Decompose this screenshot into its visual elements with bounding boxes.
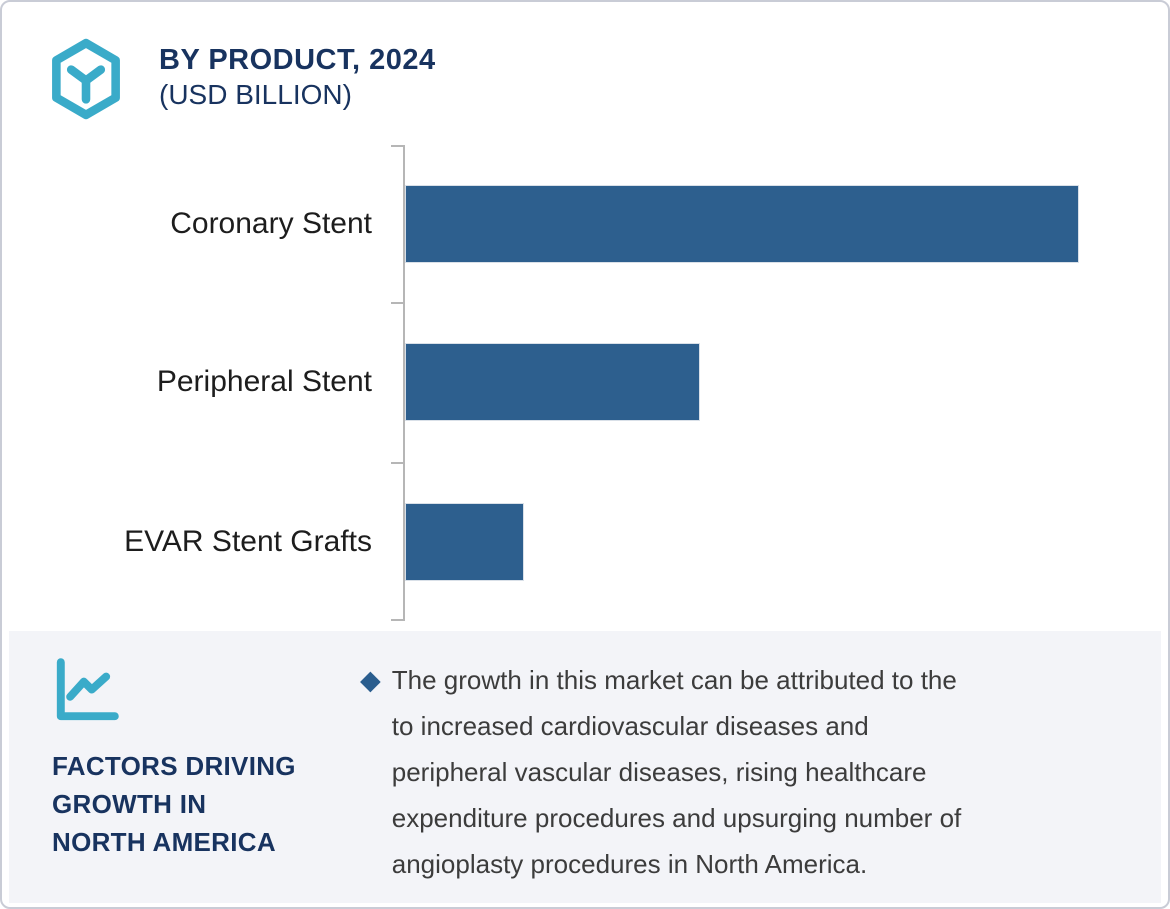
chart-title-line1: BY PRODUCT, 2024 — [159, 44, 436, 76]
hexagon-box-logo-icon — [52, 38, 120, 120]
bar-row-coronary-stent: Coronary Stent — [2, 145, 1168, 302]
bar-row-evar-stent-grafts: EVAR Stent Grafts — [2, 462, 1168, 621]
factors-bullet-item: ◆ The growth in this market can be attri… — [360, 657, 1130, 887]
bar-row-peripheral-stent: Peripheral Stent — [2, 302, 1168, 462]
category-label: EVAR Stent Grafts — [124, 524, 372, 558]
y-axis-line — [403, 145, 405, 621]
bar-peripheral-stent — [405, 343, 700, 421]
bar-evar-stent-grafts — [405, 502, 524, 581]
axis-tick — [391, 619, 404, 621]
chart-title-line2: (USD BILLION) — [159, 79, 352, 110]
axis-tick — [391, 462, 404, 464]
axis-tick — [391, 302, 404, 304]
bar-coronary-stent — [405, 184, 1079, 263]
factors-text: The growth in this market can be attribu… — [391, 665, 962, 879]
axis-tick — [391, 145, 404, 147]
factors-panel: FACTORS DRIVING GROWTH IN NORTH AMERICA … — [9, 631, 1161, 903]
bar-chart: Coronary Stent Peripheral Stent EVAR Ste… — [2, 145, 1168, 621]
diamond-bullet-icon: ◆ — [360, 665, 381, 695]
chart-title: BY PRODUCT, 2024 (USD BILLION) — [159, 38, 436, 112]
header: BY PRODUCT, 2024 (USD BILLION) — [47, 38, 436, 120]
category-label: Coronary Stent — [170, 206, 372, 240]
factors-heading: FACTORS DRIVING GROWTH IN NORTH AMERICA — [52, 751, 296, 857]
category-label: Peripheral Stent — [156, 365, 372, 398]
line-chart-icon — [56, 658, 119, 721]
